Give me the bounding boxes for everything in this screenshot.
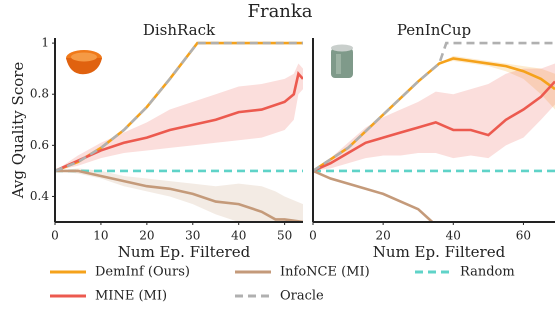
legend-label: MINE (MI)	[95, 289, 167, 304]
bowl-icon	[66, 50, 102, 74]
legend-label: DemInf (Ours)	[95, 265, 190, 280]
y-tick-label: 0.6	[30, 138, 49, 152]
x-axis-label: Num Ep. Filtered	[373, 243, 506, 261]
x-tick-label: 0	[51, 229, 59, 243]
subplot-title: PenInCup	[397, 21, 471, 39]
y-axis-label: Avg Quality Score	[9, 62, 27, 200]
x-tick-label: 40	[231, 229, 246, 243]
y-tick-label: 0.4	[30, 189, 49, 203]
figure-title: Franka	[247, 1, 312, 22]
subplot-title: DishRack	[143, 21, 216, 39]
x-tick-label: 30	[185, 229, 200, 243]
x-tick-label: 50	[277, 229, 292, 243]
cup-icon	[331, 45, 353, 79]
series-line	[313, 171, 432, 222]
legend-label: Oracle	[280, 289, 324, 304]
x-tick-label: 40	[446, 229, 461, 243]
y-tick-label: 1	[41, 36, 49, 50]
y-tick-label: 0.8	[30, 87, 49, 101]
x-axis-label: Num Ep. Filtered	[118, 243, 251, 261]
legend-label: Random	[460, 265, 515, 280]
legend-label: InfoNCE (MI)	[280, 265, 370, 280]
error-band	[55, 168, 303, 234]
x-tick-label: 20	[139, 229, 154, 243]
error-band	[313, 64, 555, 171]
x-tick-label: 60	[516, 229, 531, 243]
legend: DemInf (Ours) MINE (MI) InfoNCE (MI) Oracle…	[50, 265, 515, 304]
x-tick-label: 10	[93, 229, 108, 243]
figure: Franka Avg Quality Score DemInf (Ours) MI…	[0, 0, 555, 309]
x-tick-label: 20	[376, 229, 391, 243]
x-tick-label: 0	[309, 229, 317, 243]
